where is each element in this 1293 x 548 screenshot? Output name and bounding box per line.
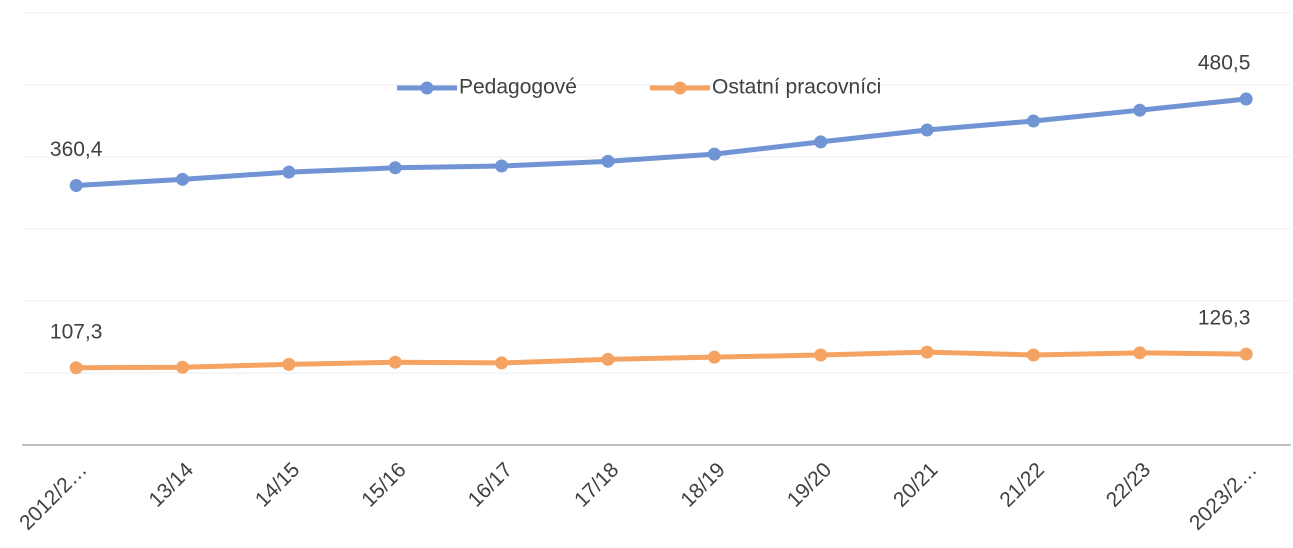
data-point [282,165,296,179]
data-point [176,172,190,186]
data-point [495,356,509,370]
data-point [282,357,296,371]
data-point [1239,92,1253,106]
x-tick-label: 15/16 [357,458,410,511]
data-point [814,135,828,149]
data-label: 480,5 [1198,52,1251,75]
data-point [707,350,721,364]
x-tick-label: 17/18 [570,458,623,511]
x-tick-label: 18/19 [676,458,729,511]
x-tick-label: 2012/2… [15,458,92,535]
legend-marker [673,81,687,95]
x-tick-label: 2023/2… [1185,458,1262,535]
data-point [1026,348,1040,362]
legend-label: Pedagogové [459,76,577,99]
x-tick-label: 16/17 [464,458,517,511]
x-tick-label: 21/22 [995,458,1048,511]
data-label: 107,3 [50,320,103,343]
data-point [1239,347,1253,361]
data-point [707,147,721,161]
series-line [76,349,1247,371]
data-point [1026,114,1040,128]
data-point [601,352,615,366]
data-point [388,355,402,369]
data-point [495,159,509,173]
data-point [69,361,83,375]
data-point [69,179,83,193]
x-tick-label: 14/15 [251,458,304,511]
x-tick-label: 19/20 [783,458,836,511]
data-point [920,123,934,137]
x-tick-label: 13/14 [145,458,199,512]
data-label: 360,4 [50,138,103,161]
data-label: 126,3 [1198,307,1251,330]
x-tick-label: 20/21 [889,458,942,511]
x-tick-label: 22/23 [1102,458,1155,511]
data-point [176,360,190,374]
legend-marker [420,81,434,95]
legend-label: Ostatní pracovníci [712,76,881,99]
data-point [814,348,828,362]
data-point [388,161,402,175]
data-point [1133,346,1147,360]
data-point [920,345,934,359]
data-point [601,154,615,168]
series-line [76,96,1247,189]
data-point [1133,103,1147,117]
